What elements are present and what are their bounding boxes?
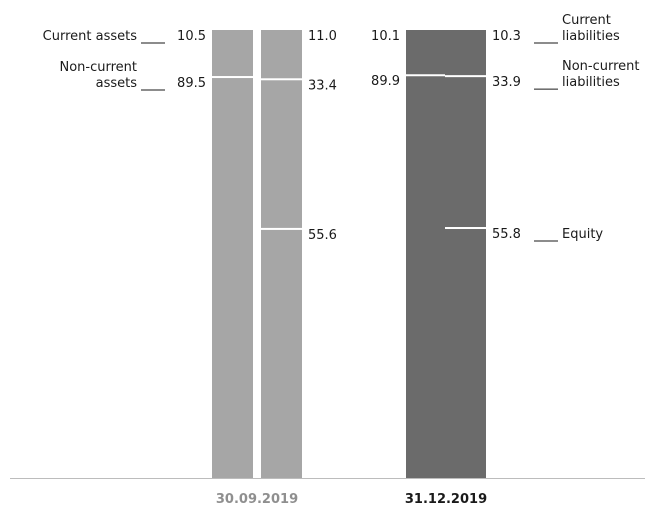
value-label-equity-1: 55.8 — [492, 227, 521, 242]
bar-segment-equity-1 — [445, 228, 486, 478]
series-label-non-current-liabilities-line1: liabilities — [562, 75, 620, 90]
bar-segment-equity-0 — [261, 228, 302, 478]
value-label-current-liabilities-0: 11.0 — [308, 29, 337, 44]
bar-segment-current-liabilities-1 — [445, 30, 486, 77]
segment-divider — [445, 227, 486, 230]
bar-segment-current-liabilities-0 — [261, 30, 302, 80]
series-label-current-assets-line0: Current assets — [43, 29, 138, 44]
x-tick-label-1: 31.12.2019 — [405, 492, 487, 507]
series-label-non-current-liabilities-line0: Non-current — [562, 59, 640, 74]
value-label-current-liabilities-1: 10.3 — [492, 29, 521, 44]
bar-segment-non-current-liabilities-1 — [445, 76, 486, 229]
value-label-equity-0: 55.6 — [308, 228, 337, 243]
segment-divider — [212, 76, 253, 79]
bar-segment-non-current-liabilities-0 — [261, 79, 302, 229]
value-label-non-current-liabilities-1: 33.9 — [492, 75, 521, 90]
segment-divider — [261, 227, 302, 230]
series-label-equity-line0: Equity — [562, 227, 603, 242]
segment-divider — [261, 78, 302, 81]
value-label-non-current-assets-0: 89.5 — [177, 76, 206, 91]
bar-segment-non-current-assets-1 — [406, 75, 447, 479]
x-tick-label-0: 30.09.2019 — [216, 492, 298, 507]
series-label-non-current-assets-line1: assets — [96, 76, 138, 91]
value-label-non-current-assets-1: 89.9 — [371, 74, 400, 89]
bar-segment-current-assets-0 — [212, 30, 253, 78]
series-label-non-current-assets-line0: Non-current — [59, 60, 137, 75]
bar-segment-non-current-assets-0 — [212, 77, 253, 478]
value-label-current-assets-1: 10.1 — [371, 29, 400, 44]
series-label-current-liabilities-line1: liabilities — [562, 29, 620, 44]
segment-divider — [445, 75, 486, 78]
series-label-current-liabilities-line0: Current — [562, 13, 611, 28]
segment-divider — [406, 74, 447, 77]
value-label-non-current-liabilities-0: 33.4 — [308, 78, 337, 93]
bar-segment-current-assets-1 — [406, 30, 447, 76]
value-label-current-assets-0: 10.5 — [177, 29, 206, 44]
